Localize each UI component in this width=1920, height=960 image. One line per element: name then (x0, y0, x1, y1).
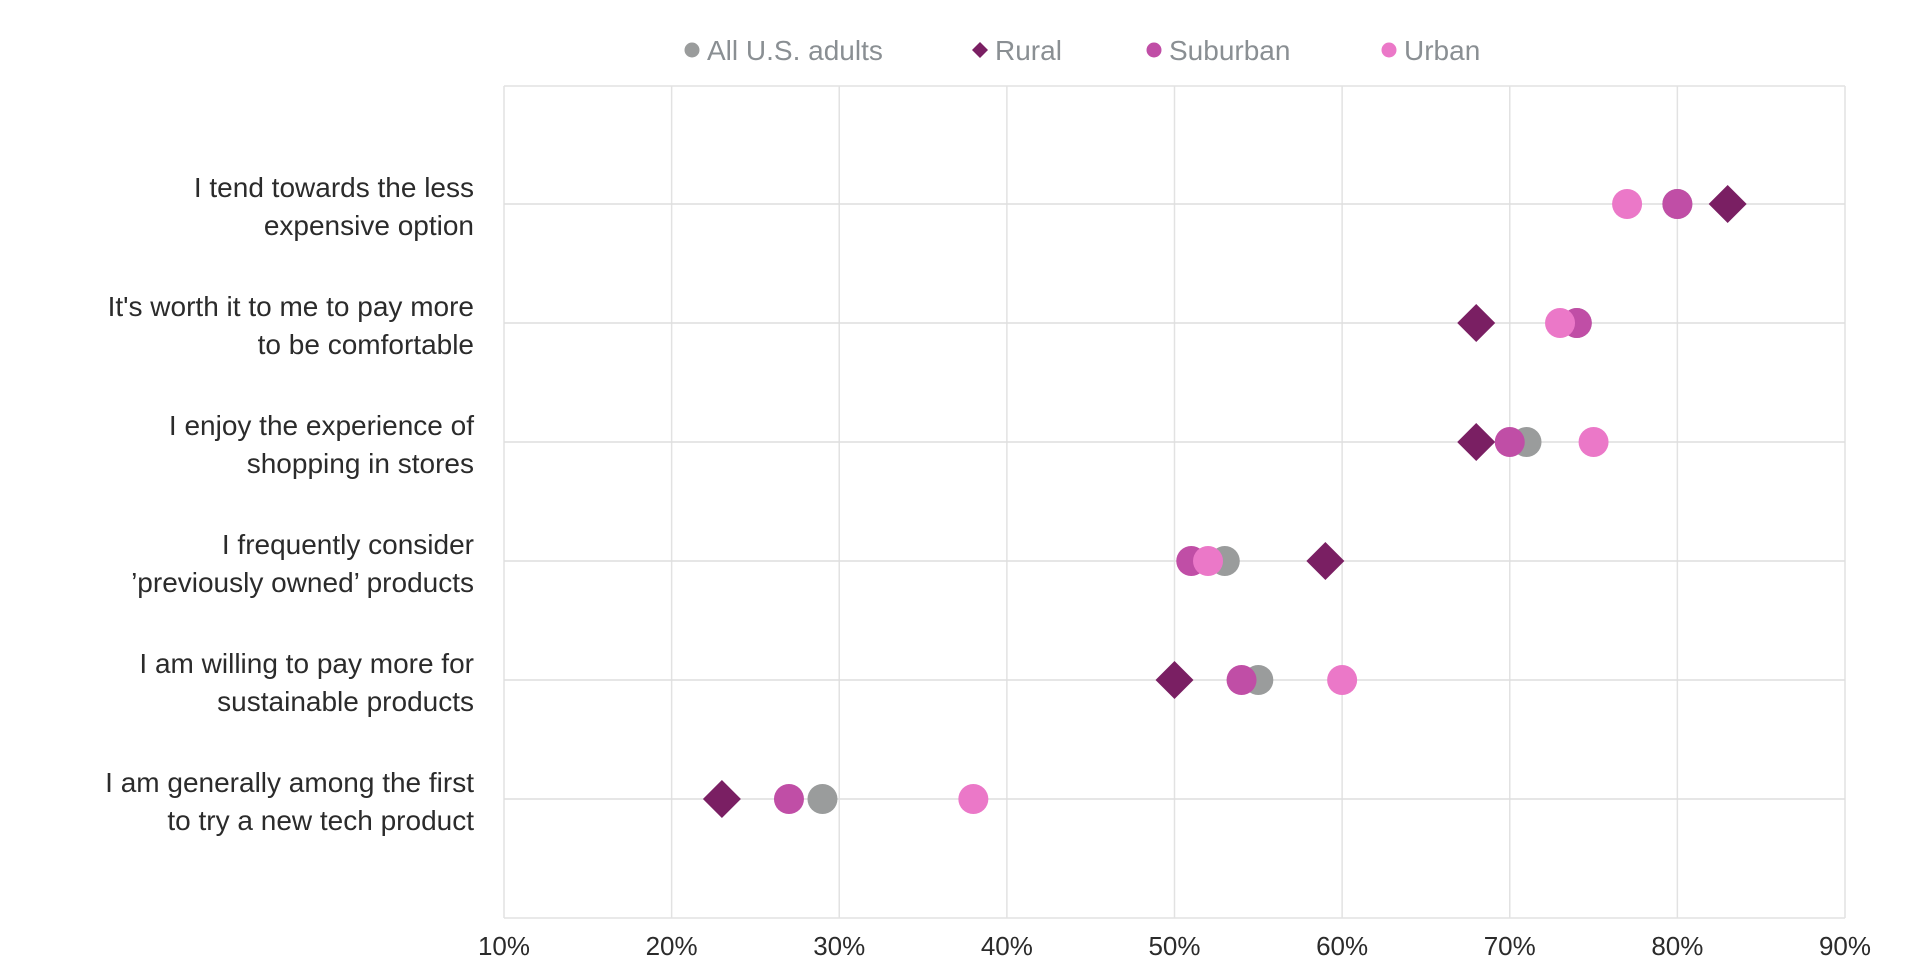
data-point-rural (1306, 542, 1345, 580)
category-label-line2: sustainable products (217, 686, 474, 717)
category-label-line2: to be comfortable (258, 329, 474, 360)
data-point-suburban (1226, 665, 1257, 695)
x-tick-label: 40% (981, 931, 1033, 960)
legend-label-suburban: Suburban (1169, 35, 1290, 66)
data-point-urban (1578, 427, 1609, 457)
legend-label-urban: Urban (1404, 35, 1480, 66)
category-label-line2: shopping in stores (247, 448, 474, 479)
legend-label-all-u-s-adults: All U.S. adults (707, 35, 883, 66)
x-tick-label: 10% (478, 931, 530, 960)
x-axis: 10% 20% 30% 40% 50% 60% 70% 80% 90% (478, 931, 1871, 960)
category-label-line1: I am willing to pay more for (139, 648, 474, 679)
data-point-suburban (1662, 189, 1693, 219)
category-label-line1: I am generally among the first (105, 767, 474, 798)
category-labels: I tend towards the less expensive option I… (105, 172, 474, 836)
legend-marker-all-u-s-adults (684, 42, 700, 58)
x-tick-label: 70% (1484, 931, 1536, 960)
data-point-rural (702, 780, 741, 818)
category-label-line1: I enjoy the experience of (169, 410, 474, 441)
data-point-urban (1327, 665, 1358, 695)
x-tick-label: 50% (1148, 931, 1200, 960)
data-point-rural (1708, 185, 1747, 223)
data-point-urban (1612, 189, 1643, 219)
category-label-line2: to try a new tech product (167, 805, 474, 836)
gridlines (503, 85, 1846, 919)
data-point-rural (1457, 304, 1496, 342)
category-label-line1: I frequently consider (222, 529, 474, 560)
legend: All U.S. adults Rural Suburban Urban (684, 35, 1480, 66)
data-point-suburban (773, 784, 804, 814)
markers (702, 185, 1747, 818)
x-tick-label: 80% (1651, 931, 1703, 960)
x-tick-label: 60% (1316, 931, 1368, 960)
data-point-suburban (1494, 427, 1525, 457)
legend-label-rural: Rural (995, 35, 1062, 66)
legend-marker-rural (972, 42, 988, 58)
x-tick-label: 90% (1819, 931, 1871, 960)
x-tick-label: 30% (813, 931, 865, 960)
legend-marker-urban (1381, 42, 1397, 58)
data-point-rural (1457, 423, 1496, 461)
category-label-line1: It's worth it to me to pay more (108, 291, 474, 322)
category-label-line1: I tend towards the less (194, 172, 474, 203)
data-point-urban (958, 784, 989, 814)
data-point-all-u-s-adults (807, 784, 838, 814)
category-label-line2: expensive option (264, 210, 474, 241)
category-label-line2: ’previously owned’ products (131, 567, 474, 598)
data-point-rural (1155, 661, 1194, 699)
legend-marker-suburban (1146, 42, 1162, 58)
x-tick-label: 20% (646, 931, 698, 960)
data-point-urban (1545, 308, 1576, 338)
data-point-urban (1193, 546, 1224, 576)
